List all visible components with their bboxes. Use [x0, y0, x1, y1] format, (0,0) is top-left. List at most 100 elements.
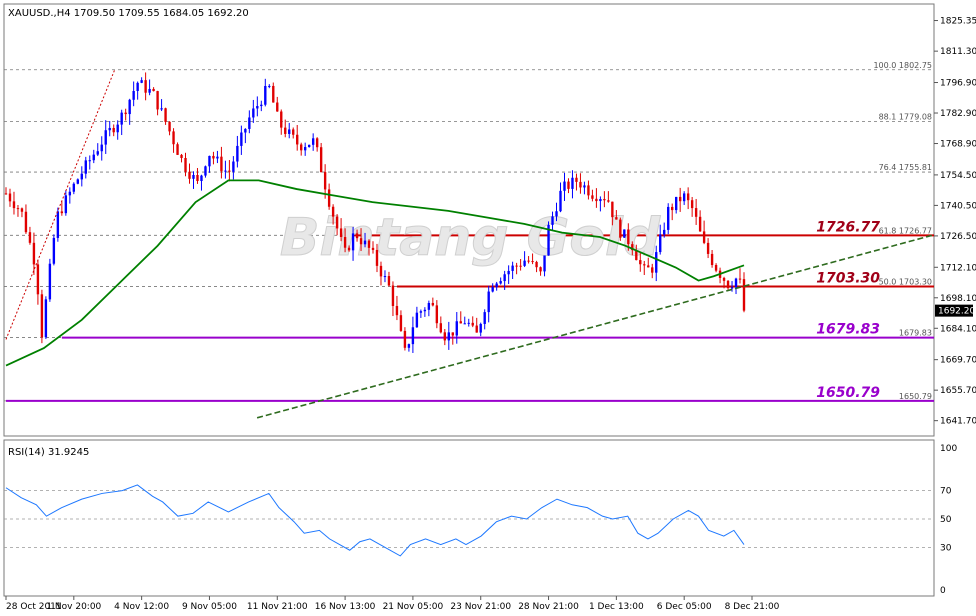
candle-body [379, 265, 383, 277]
candle-body [88, 160, 91, 162]
time-tick-label: 16 Nov 13:00 [315, 602, 376, 612]
candle-body [128, 99, 131, 115]
candle-body [32, 242, 36, 265]
candle-body [60, 211, 64, 214]
candle-body [547, 224, 550, 256]
time-tick-label: 1 Nov 20:00 [46, 602, 101, 612]
level-annotation: 1703.30 [816, 270, 880, 286]
chart-header: XAUUSD.,H4 1709.50 1709.55 1684.05 1692.… [8, 8, 249, 19]
candle-body [120, 112, 123, 125]
candle-body [555, 211, 558, 217]
candle-body [511, 265, 514, 271]
candle-body [212, 155, 215, 159]
candle-body [284, 127, 287, 134]
candle-body [507, 270, 510, 275]
candle-body [663, 229, 666, 235]
candle-body [132, 91, 135, 100]
candle-body [599, 199, 602, 202]
candle-body [276, 102, 279, 112]
candle-body [391, 285, 395, 306]
candle-body [36, 264, 40, 295]
candle-body [28, 232, 32, 243]
candle-body [156, 91, 159, 110]
candle-body [367, 240, 371, 248]
candle-body [595, 198, 598, 202]
time-tick-label: 8 Dec 21:00 [725, 602, 780, 612]
candle-body [527, 260, 530, 262]
time-tick-label: 11 Nov 21:00 [247, 602, 308, 612]
candle-body [363, 240, 367, 245]
candle-body [682, 193, 686, 202]
fib-level-label: 50.0 1703.30 [879, 277, 932, 286]
candle-body [387, 276, 391, 286]
candle-body [12, 201, 16, 209]
candle-body [463, 323, 466, 325]
main-panel-frame [3, 3, 935, 437]
candle-body [419, 311, 423, 313]
candle-body [4, 193, 8, 195]
candle-body [647, 265, 650, 268]
candle-body [315, 138, 319, 148]
candle-body [311, 138, 315, 145]
candle-body [307, 144, 311, 148]
candle-body [84, 160, 87, 174]
candle-body [551, 216, 554, 225]
candle-body [188, 171, 191, 179]
candle-body [268, 85, 271, 87]
candle-body [575, 177, 578, 182]
price-tick-label: 1726.50 [940, 232, 976, 242]
candle-body [487, 291, 490, 313]
candle-body [112, 127, 115, 133]
candle-body [371, 247, 375, 250]
candle-body [459, 321, 462, 324]
candle-body [631, 244, 634, 251]
candle-body [108, 127, 111, 131]
candle-body [148, 88, 151, 93]
price-tick-label: 1655.70 [940, 386, 976, 396]
candle-body [499, 281, 502, 284]
candle-body [92, 154, 95, 161]
fib-level-label: 61.8 1726.77 [879, 226, 932, 235]
candle-body [56, 211, 60, 238]
candle-body [184, 157, 187, 172]
time-tick-label: 9 Nov 05:00 [182, 602, 237, 612]
candle-body [164, 108, 167, 122]
candle-body [491, 287, 494, 292]
candle-body [72, 183, 76, 192]
level-annotation: 1726.77 [816, 219, 880, 235]
candle-body [331, 206, 335, 217]
candle-body [288, 129, 291, 134]
level-annotation: 1650.79 [816, 385, 880, 401]
candle-body [176, 144, 179, 155]
candle-body [483, 312, 486, 324]
candle-body [451, 332, 454, 336]
candle-body [216, 156, 219, 159]
candle-body [40, 294, 44, 338]
candle-body [76, 179, 79, 184]
candle-body [623, 229, 626, 238]
candle-body [698, 216, 702, 232]
candle-body [579, 181, 582, 188]
fib-level-label: 1650.79 [899, 392, 932, 401]
candle-body [587, 185, 590, 196]
candle-body [100, 144, 103, 152]
candle-body [355, 233, 359, 239]
candle-body [196, 174, 199, 182]
candle-body [706, 242, 710, 254]
rsi-line [5, 484, 745, 557]
rsi-panel-frame [3, 439, 935, 597]
candle-body [611, 201, 614, 218]
candle-body [20, 208, 24, 212]
candle-body [351, 233, 355, 251]
candle-body [264, 85, 267, 105]
candle-body [228, 170, 231, 172]
candle-body [136, 82, 139, 92]
price-tick-label: 1825.35 [940, 17, 976, 27]
current-price-box [935, 304, 973, 317]
candle-body [300, 144, 303, 151]
price-tick-label: 1684.10 [940, 324, 976, 334]
current-price-label: 1692.20 [938, 307, 975, 317]
rsi-tick-label: 100 [940, 444, 957, 454]
candle-body [192, 174, 195, 179]
